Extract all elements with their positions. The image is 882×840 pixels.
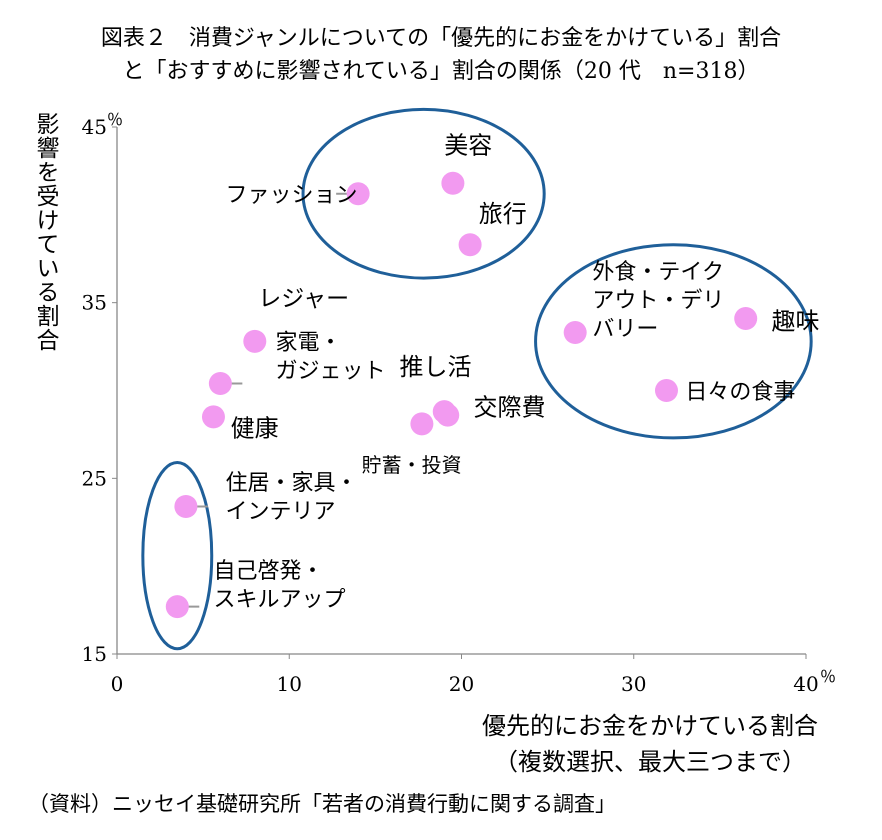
data-label-1-line-1: 美容: [444, 132, 492, 160]
data-label-7-line-1: 家電・: [275, 330, 341, 355]
source-note: （資料）ニッセイ基礎研究所「若者の消費行動に関する調査」: [28, 792, 616, 816]
x-axis-label-line-1: 優先的にお金をかけている割合: [482, 712, 818, 740]
data-label-5-line-3: バリー: [592, 317, 658, 342]
data-label-14-line-2: スキルアップ: [213, 587, 345, 612]
data-point-5: [563, 321, 587, 345]
data-label-3: 旅行: [479, 200, 527, 228]
y-tick-label-15: 15: [82, 642, 107, 666]
data-label-14-line-1: 自己啓発・: [213, 559, 323, 584]
x-tick-label-40: 40: [793, 672, 818, 696]
data-point-7: [208, 371, 232, 395]
data-label-9: 推し活: [399, 353, 471, 381]
data-label-2: ファッション: [226, 183, 358, 208]
group-ellipse-1: [301, 107, 546, 280]
chart-title-line-1: 図表２ 消費ジャンルについての「優先的にお金をかけている」割合: [100, 26, 782, 51]
data-label-4: 趣味: [772, 307, 820, 335]
data-label-4-line-1: 趣味: [772, 307, 820, 335]
data-label-11: 健康: [231, 415, 279, 443]
data-label-2-line-1: ファッション: [226, 183, 358, 208]
y-tick-label-45: 45: [82, 115, 107, 139]
data-label-5-line-2: アウト・デリ: [592, 289, 724, 314]
chart-title-line-2: と「おすすめに影響されている」割合の関係（20 代 n=318）: [122, 59, 760, 84]
x-axis-label: 優先的にお金をかけている割合 （複数選択、最大三つまで）: [440, 708, 860, 780]
y-tick-label-25: 25: [82, 466, 107, 490]
data-point-4: [734, 306, 758, 330]
data-label-11-line-1: 健康: [231, 415, 279, 443]
group-ellipse-3: [141, 461, 214, 651]
data-label-13-line-1: 住居・家具・: [226, 471, 358, 496]
x-tick-label-30: 30: [621, 672, 646, 696]
data-label-8: 日々の食事: [685, 380, 795, 405]
chart-title: 図表２ 消費ジャンルについての「優先的にお金をかけている」割合 と「おすすめに影…: [0, 22, 882, 88]
data-point-8: [654, 379, 678, 402]
data-label-9-line-1: 推し活: [399, 353, 471, 381]
x-tick-label-10: 10: [277, 672, 302, 696]
data-point-10: [436, 403, 460, 427]
x-axis-unit: ％: [820, 667, 836, 686]
data-point-14: [165, 595, 189, 619]
data-label-12: 貯蓄・投資: [362, 453, 462, 477]
data-point-11: [201, 405, 225, 429]
data-label-3-line-1: 旅行: [479, 200, 527, 228]
x-tick-label-20: 20: [449, 672, 474, 696]
data-label-7-line-2: ガジェット: [275, 359, 385, 384]
data-point-1: [441, 171, 465, 195]
data-label-14: 自己啓発・スキルアップ: [213, 559, 345, 613]
data-point-2: [346, 182, 370, 206]
data-label-7: 家電・ガジェット: [275, 330, 385, 384]
data-label-10-line-1: 交際費: [474, 393, 546, 421]
data-label-13: 住居・家具・インテリア: [226, 471, 358, 525]
data-label-1: 美容: [444, 132, 492, 160]
data-label-12-line-1: 貯蓄・投資: [362, 453, 462, 477]
data-label-6-line-1: レジャー: [258, 286, 349, 312]
data-point-13: [174, 494, 198, 518]
y-tick-label-35: 35: [82, 291, 107, 315]
data-label-5-line-1: 外食・テイク: [592, 260, 724, 285]
y-axis-unit: ％: [107, 110, 123, 129]
y-axis-label: 影響を受けている割合: [32, 112, 58, 352]
group-ellipse-2: [534, 243, 813, 440]
data-point-3: [458, 233, 482, 257]
data-label-10: 交際費: [474, 393, 546, 421]
x-axis-label-line-2: （複数選択、最大三つまで）: [494, 748, 806, 776]
data-label-8-line-1: 日々の食事: [685, 380, 795, 405]
data-label-13-line-2: インテリア: [226, 500, 336, 525]
data-point-6: [243, 329, 267, 353]
data-label-5: 外食・テイクアウト・デリバリー: [592, 260, 724, 342]
data-point-12: [410, 412, 434, 436]
x-tick-label-0: 0: [111, 672, 124, 696]
data-label-6: レジャー: [258, 286, 349, 312]
